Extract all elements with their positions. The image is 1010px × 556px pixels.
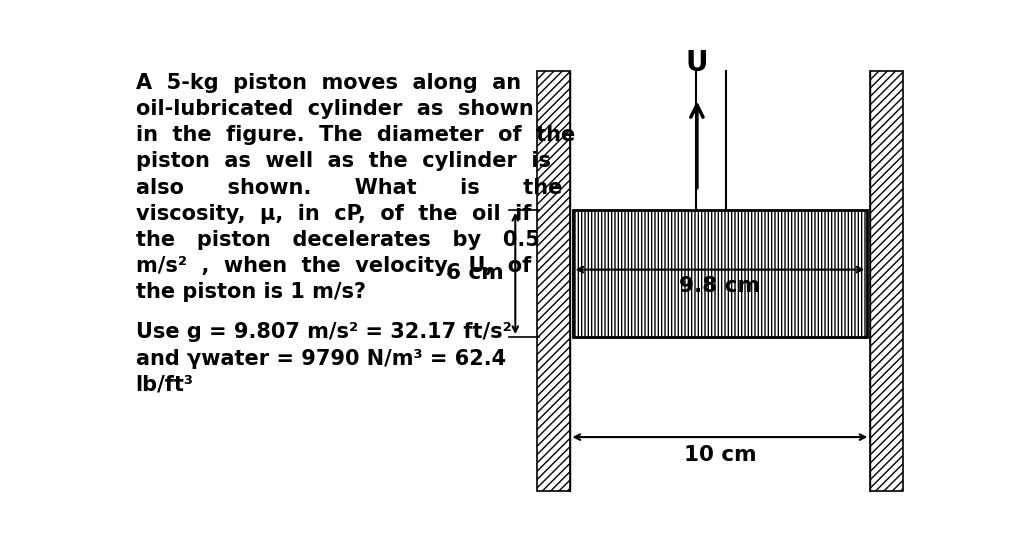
Text: the   piston   decelerates   by   0.5: the piston decelerates by 0.5 [135,230,539,250]
Text: lb/ft³: lb/ft³ [135,375,194,395]
Text: viscosity,  μ,  in  cP,  of  the  oil  if: viscosity, μ, in cP, of the oil if [135,204,531,224]
Bar [573,210,868,337]
Text: A  5-kg  piston  moves  along  an: A 5-kg piston moves along an [135,73,521,93]
Text: 10 cm: 10 cm [684,445,756,465]
Text: the piston is 1 m/s?: the piston is 1 m/s? [135,282,366,302]
Text: Use g = 9.807 m/s² = 32.17 ft/s²: Use g = 9.807 m/s² = 32.17 ft/s² [135,322,511,342]
Text: m/s²  ,  when  the  velocity,  U,  of: m/s² , when the velocity, U, of [135,256,531,276]
Text: also      shown.      What      is      the: also shown. What is the [135,177,562,197]
Text: and γwater = 9790 N/m³ = 62.4: and γwater = 9790 N/m³ = 62.4 [135,349,506,369]
Bar [537,71,570,491]
Bar [871,71,903,491]
Text: 9.8 cm: 9.8 cm [680,276,761,296]
Text: in  the  figure.  The  diameter  of  the: in the figure. The diameter of the [135,125,575,145]
Text: oil-lubricated  cylinder  as  shown: oil-lubricated cylinder as shown [135,99,533,119]
Text: U: U [686,49,708,77]
Text: 6 cm: 6 cm [446,264,504,284]
Text: piston  as  well  as  the  cylinder  is: piston as well as the cylinder is [135,151,550,171]
